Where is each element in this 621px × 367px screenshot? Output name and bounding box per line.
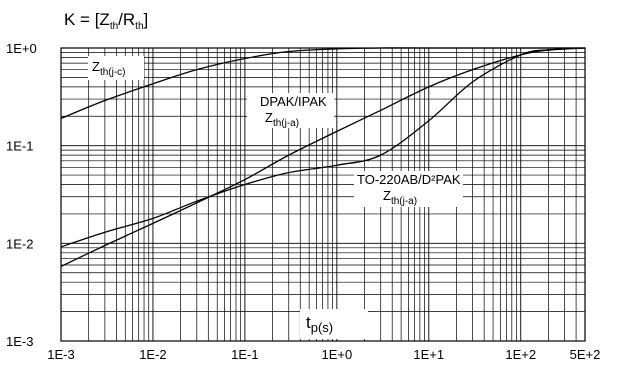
y-tick-label: 1E-3 [6, 334, 33, 349]
x-tick-labels: 1E-3 1E-2 1E-1 1E+0 1E+1 1E+2 5E+2 [47, 347, 600, 362]
y-tick-label: 1E-2 [6, 236, 33, 251]
y-tick-labels: 1E+0 1E-1 1E-2 1E-3 [6, 41, 37, 349]
label-to220ab-d2pak: TO-220AB/D²PAK [357, 172, 461, 187]
label-backgrounds [88, 56, 463, 339]
x-tick-label: 1E+0 [321, 347, 352, 362]
label-dpak-zth-ja: Zth(j-a) [265, 110, 299, 129]
x-tick-label: 5E+2 [570, 347, 601, 362]
label-zth-jc: Zth(j-c) [92, 59, 126, 78]
x-tick-label: 1E+2 [505, 347, 536, 362]
series-line-1 [60, 47, 585, 120]
y-tick-label: 1E+0 [6, 41, 37, 56]
y-tick-label: 1E-1 [6, 139, 33, 154]
chart-title: K = [Zth/Rth] [64, 10, 148, 32]
x-tick-label: 1E+1 [413, 347, 444, 362]
x-tick-label: 1E-1 [231, 347, 258, 362]
data-series [60, 47, 586, 268]
plot-border [60, 47, 586, 342]
x-tick-label: 1E-2 [139, 347, 166, 362]
plot-frame [60, 47, 586, 342]
x-tick-label: 1E-3 [47, 347, 74, 362]
label-dpak-ipak: DPAK/IPAK [260, 94, 327, 109]
grid-lines [60, 48, 586, 342]
label-to220-zth-ja: Zth(j-a) [383, 188, 417, 207]
series-line-3 [60, 47, 586, 248]
x-axis-label: tp(s) [306, 313, 333, 335]
